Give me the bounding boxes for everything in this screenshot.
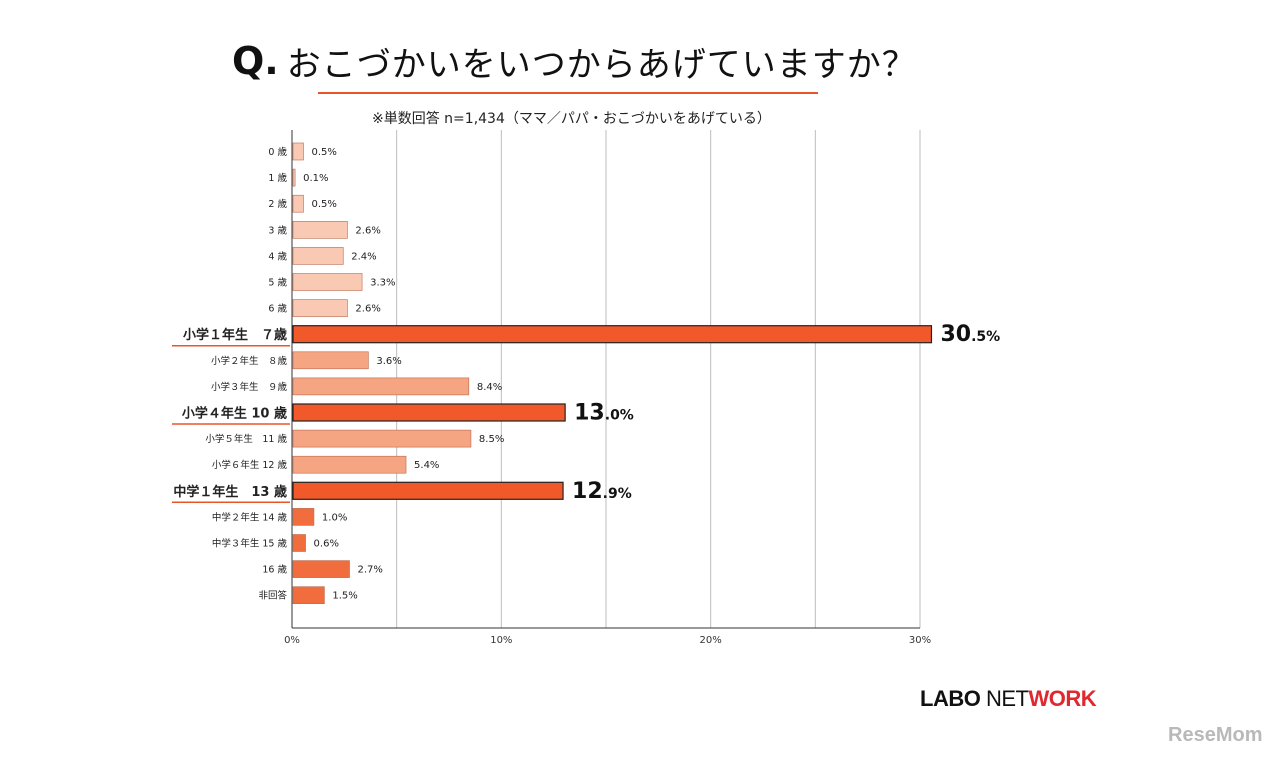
value-label-minor: .5% [971, 329, 1000, 345]
bar-17 [292, 586, 325, 605]
category-label: 5 歳 [268, 277, 287, 289]
bar-6 [292, 299, 348, 317]
value-label: 0.6% [314, 539, 339, 550]
question-mark-label: Q. [232, 39, 279, 83]
bar-14 [292, 508, 315, 526]
bar-8 [292, 351, 369, 370]
category-label: 1 歳 [268, 172, 287, 184]
resemom-logo: ReseMom [1168, 724, 1263, 746]
labo-network-logo: LABO NETWORK [920, 686, 1097, 712]
logo-labo-text: LABO [920, 686, 981, 711]
value-label: 5.4% [414, 460, 439, 471]
value-label: 3.6% [376, 356, 401, 367]
bar-12 [292, 455, 407, 474]
value-label: 30.5% [940, 322, 1000, 347]
value-label-minor: .0% [605, 408, 634, 424]
category-label: 小学１年生 ７歳 [183, 327, 287, 343]
value-label: 3.3% [370, 278, 395, 289]
value-label-major: 30 [940, 322, 971, 347]
x-tick-label: 30% [909, 635, 931, 646]
bar-10 [292, 403, 566, 422]
bar-9 [292, 377, 470, 396]
value-label: 8.4% [477, 382, 502, 393]
bar-15 [292, 534, 306, 552]
value-label-major: 13 [574, 401, 605, 426]
value-label: 2.7% [358, 565, 383, 576]
bar-1 [292, 168, 296, 187]
category-label: 小学２年生 ８歳 [211, 355, 288, 367]
category-label: 2 歳 [268, 198, 287, 210]
value-label: 2.4% [351, 251, 376, 262]
category-label: 中学２年生 14 歳 [212, 511, 288, 523]
bar-4 [292, 247, 344, 265]
value-label: 1.5% [332, 591, 357, 602]
category-label: 16 歳 [262, 564, 287, 576]
bar-5 [292, 273, 363, 291]
bar-7 [292, 325, 933, 344]
value-label: 12.9% [572, 479, 632, 504]
category-label: 4 歳 [268, 250, 287, 262]
category-label: 非回答 [258, 590, 287, 602]
bar-2 [292, 194, 304, 213]
category-label: 小学４年生 10 歳 [182, 406, 287, 422]
value-label: 2.6% [355, 304, 380, 315]
question-text: おこづかいをいつからあげていますか？ [286, 44, 917, 85]
x-tick-label: 0% [284, 635, 300, 646]
logo-work-text: WORK [1028, 686, 1097, 711]
category-label: 小学３年生 ９歳 [211, 381, 288, 393]
category-label: 中学１年生 13 歳 [173, 484, 287, 500]
x-tick-label: 10% [490, 635, 512, 646]
value-label: 8.5% [479, 434, 504, 445]
bar-11 [292, 429, 472, 448]
title-underline [318, 92, 818, 94]
category-label: 小学５年生 11 歳 [205, 433, 287, 445]
category-label: 6 歳 [268, 303, 287, 315]
value-label: 1.0% [322, 512, 347, 523]
category-label: 3 歳 [268, 224, 287, 236]
value-label: 2.6% [355, 225, 380, 236]
bar-3 [292, 221, 348, 239]
bar-0 [292, 142, 304, 161]
x-tick-label: 20% [700, 635, 722, 646]
value-label: 0.5% [311, 199, 336, 210]
survey-note: ※単数回答 n=1,434（ママ／パパ・おこづかいをあげている） [372, 111, 771, 127]
logo-net-text: NET [985, 686, 1029, 711]
bar-13 [292, 481, 564, 500]
value-label: 13.0% [574, 401, 634, 426]
category-label: 小学６年生 12 歳 [212, 459, 288, 471]
value-label: 0.1% [303, 173, 328, 184]
bar-16 [292, 560, 350, 578]
category-label: 中学３年生 15 歳 [212, 538, 288, 550]
chart-title: Q. おこづかいをいつからあげていますか？ [232, 36, 932, 86]
value-label: 0.5% [311, 147, 336, 158]
value-label-major: 12 [572, 479, 603, 504]
category-label: 0 歳 [268, 146, 287, 158]
value-label-minor: .9% [603, 486, 632, 502]
